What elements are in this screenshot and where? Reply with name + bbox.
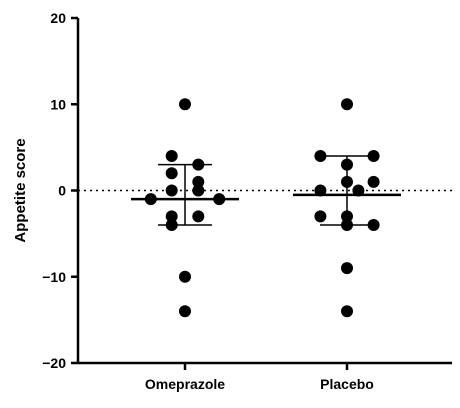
data-point xyxy=(192,210,205,223)
data-point xyxy=(341,175,353,188)
data-point xyxy=(352,184,365,197)
data-point xyxy=(165,219,178,231)
data-point xyxy=(314,210,327,223)
data-point xyxy=(367,175,380,188)
data-point xyxy=(192,184,205,197)
data-point xyxy=(367,219,380,231)
y-axis-title: Appetite score xyxy=(12,138,29,242)
y-tick-label: −10 xyxy=(42,269,66,285)
data-point xyxy=(179,270,191,283)
data-point xyxy=(314,150,327,162)
data-point xyxy=(179,305,191,318)
labels-group: 20 10 0 −10 −20 Omeprazole Placebo Appetite sco… xyxy=(12,10,374,392)
data-point xyxy=(341,210,353,223)
y-tick-label: 0 xyxy=(58,183,66,199)
data-point xyxy=(341,98,353,111)
data-point xyxy=(341,262,353,275)
y-tick-label: 10 xyxy=(50,96,66,112)
data-point xyxy=(192,158,205,171)
data-point xyxy=(314,184,327,197)
data-point xyxy=(165,184,178,197)
data-point xyxy=(192,175,205,188)
x-tick-label: Placebo xyxy=(320,376,374,392)
data-point xyxy=(367,150,380,162)
data-point xyxy=(341,219,353,231)
data-point xyxy=(213,193,226,206)
data-point xyxy=(341,305,353,318)
data-point xyxy=(179,98,191,111)
data-point xyxy=(144,193,157,206)
data-point xyxy=(165,150,178,162)
data-point xyxy=(341,158,353,171)
x-tick-label: Omeprazole xyxy=(145,376,225,392)
data-points-group xyxy=(144,98,380,318)
data-point xyxy=(165,210,178,223)
y-tick-label: 20 xyxy=(50,10,66,26)
y-tick-label: −20 xyxy=(42,355,66,371)
data-point xyxy=(165,167,178,180)
